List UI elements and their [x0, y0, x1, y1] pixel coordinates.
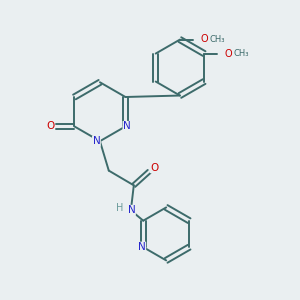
- Text: N: N: [138, 242, 146, 252]
- Text: O: O: [46, 122, 54, 131]
- Text: N: N: [92, 136, 100, 146]
- Text: O: O: [200, 34, 208, 44]
- Text: H: H: [116, 203, 123, 213]
- Text: CH₃: CH₃: [234, 49, 249, 58]
- Text: N: N: [128, 206, 135, 215]
- Text: CH₃: CH₃: [210, 35, 225, 44]
- Text: N: N: [123, 122, 131, 131]
- Text: O: O: [150, 163, 158, 173]
- Text: O: O: [225, 49, 232, 59]
